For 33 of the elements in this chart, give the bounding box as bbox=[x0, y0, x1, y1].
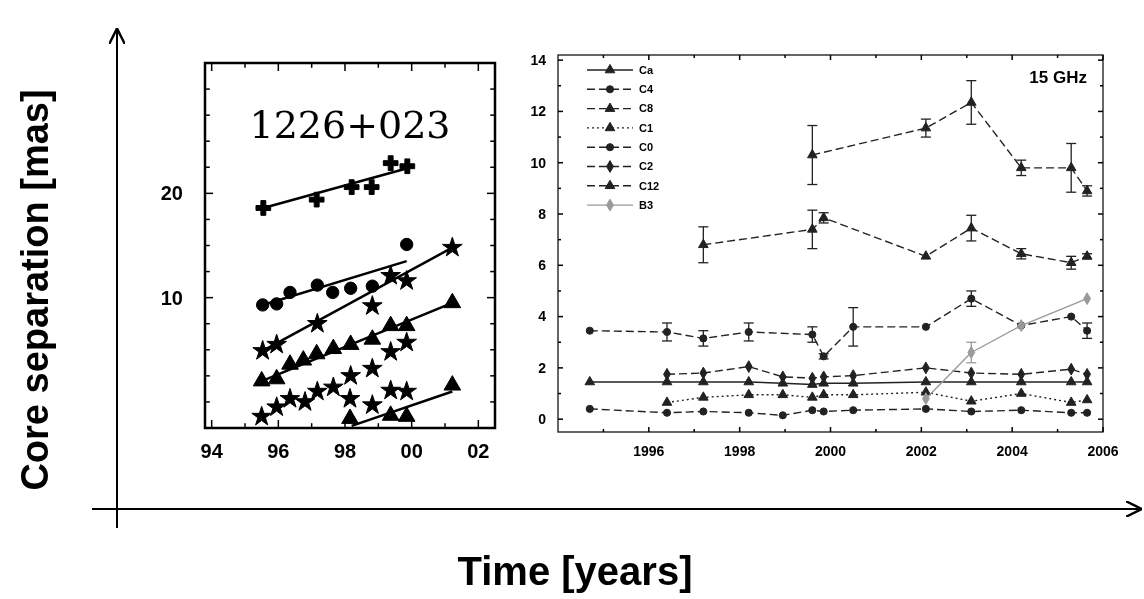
y-axis-title: Core separation [mas] bbox=[14, 89, 56, 491]
legend-label: C4 bbox=[639, 83, 654, 96]
annotation: 15 GHz bbox=[1029, 68, 1087, 87]
y-tick-label: 4 bbox=[538, 308, 547, 325]
x-axis-title: Time [years] bbox=[457, 549, 693, 593]
x-tick-label: 98 bbox=[333, 440, 357, 462]
x-tick-label: 1996 bbox=[633, 443, 665, 459]
x-tick-label: 00 bbox=[400, 440, 423, 462]
legend-label: B3 bbox=[639, 198, 654, 211]
x-tick-label: 2004 bbox=[996, 443, 1028, 459]
y-tick-label: 12 bbox=[530, 103, 547, 120]
x-tick-label: 96 bbox=[267, 440, 290, 462]
y-tick-label: 10 bbox=[160, 286, 183, 309]
y-tick-label: 20 bbox=[160, 182, 183, 205]
x-tick-label: 2000 bbox=[814, 443, 847, 459]
x-tick-label: 02 bbox=[467, 440, 490, 462]
legend-label: C8 bbox=[639, 102, 654, 115]
legend-label: C12 bbox=[639, 179, 660, 192]
y-tick-label: 2 bbox=[538, 359, 547, 376]
x-tick-label: 94 bbox=[200, 440, 224, 462]
legend-label: C0 bbox=[639, 141, 654, 154]
x-tick-label: 1998 bbox=[724, 443, 756, 459]
y-tick-label: 8 bbox=[538, 205, 547, 222]
legend-label: Ca bbox=[639, 63, 654, 76]
x-tick-label: 2006 bbox=[1087, 443, 1119, 459]
x-tick-label: 2002 bbox=[905, 443, 938, 459]
y-tick-label: 6 bbox=[538, 257, 547, 274]
legend-label: C1 bbox=[639, 121, 654, 134]
y-tick-label: 0 bbox=[538, 411, 547, 428]
text: 1226+023 bbox=[249, 103, 451, 147]
y-tick-label: 10 bbox=[530, 154, 547, 171]
y-tick-label: 14 bbox=[530, 52, 547, 69]
legend-label: C2 bbox=[639, 160, 654, 173]
